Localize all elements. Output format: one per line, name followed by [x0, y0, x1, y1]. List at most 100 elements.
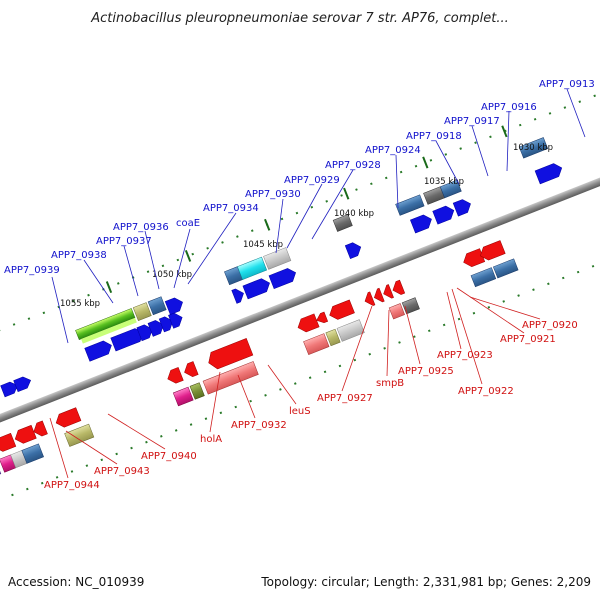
gene-block-green-light [81, 317, 137, 344]
kbp-ticks [105, 125, 508, 294]
kbp-label: 1055 kbp [60, 299, 100, 309]
gene-label[interactable]: APP7_0923 [437, 350, 493, 361]
gene-arrow [208, 338, 254, 370]
gene-block-olive [132, 302, 152, 322]
gene-arrow [0, 432, 17, 452]
kbp-label: 1045 kbp [243, 240, 283, 250]
forward-leader-lines [51, 88, 586, 344]
gene-arrow [410, 214, 432, 234]
gene-label[interactable]: APP7_0913 [539, 79, 595, 90]
accession-text: Accession: NC_010939 [8, 575, 144, 589]
gene-label[interactable]: APP7_0916 [481, 102, 537, 113]
gene-arrow [344, 242, 362, 259]
gene-label[interactable]: holA [200, 434, 222, 445]
gene-label[interactable]: APP7_0939 [4, 265, 60, 276]
gene-label[interactable]: APP7_0924 [365, 145, 421, 156]
gene-arrow [164, 297, 183, 315]
gene-arrow [268, 268, 296, 290]
gene-label[interactable]: APP7_0938 [51, 250, 107, 261]
gene-block-light [263, 247, 292, 270]
gene-arrow [383, 284, 394, 299]
gene-block-pink [202, 361, 259, 395]
gene-block-olive [64, 423, 95, 447]
kbp-labels: 1055 kbp 1050 kbp 1045 kbp 1040 kbp 1035… [60, 143, 553, 309]
forward-genes [0, 137, 563, 398]
gene-arrow [297, 313, 320, 333]
gene-arrow [534, 163, 563, 185]
gene-arrow [392, 279, 406, 295]
reverse-genes [0, 240, 519, 481]
genome-backbone [0, 142, 600, 458]
gene-label[interactable]: APP7_0922 [458, 386, 514, 397]
kbp-label: 1050 kbp [152, 270, 192, 280]
gene-label[interactable]: APP7_0927 [317, 393, 373, 404]
gene-arrow [432, 205, 455, 225]
gene-label[interactable]: APP7_0930 [245, 189, 301, 200]
gene-arrow [480, 240, 506, 261]
map-title: Actinobacillus pleuropneumoniae serovar … [90, 11, 509, 26]
gene-arrow [13, 376, 32, 393]
gene-arrow [14, 424, 37, 444]
gene-label[interactable]: coaE [176, 218, 200, 229]
gene-block-grey [332, 214, 353, 232]
gene-block-olive-dark [189, 382, 205, 400]
gene-block-light [336, 319, 365, 342]
gene-arrow [463, 248, 486, 268]
gene-block-blue [21, 443, 44, 464]
kbp-label: 1040 kbp [334, 209, 374, 219]
gene-arrow [33, 420, 48, 437]
gene-label[interactable]: APP7_0928 [325, 160, 381, 171]
gene-block-cyan [237, 256, 268, 280]
gene-block-olive [325, 328, 341, 347]
kbp-label: 1035 kbp [424, 177, 464, 187]
gene-arrow [231, 288, 244, 304]
gene-block-blue [439, 179, 462, 199]
gene-arrow [147, 320, 164, 337]
gene-arrow [0, 381, 18, 398]
gene-arrow [55, 407, 82, 428]
gene-arrow [158, 316, 174, 333]
gene-block-pink [303, 333, 330, 355]
gene-arrow [184, 361, 199, 377]
gene-arrow [452, 199, 471, 217]
gene-arrow [167, 367, 184, 384]
gene-block-blue [395, 194, 425, 216]
gene-label[interactable]: APP7_0925 [398, 366, 454, 377]
gene-block-blue [492, 258, 519, 279]
gene-label[interactable]: leuS [289, 406, 311, 417]
gene-label[interactable]: APP7_0940 [141, 451, 197, 462]
gene-arrow [84, 340, 112, 362]
gene-label[interactable]: APP7_0932 [231, 420, 287, 431]
gene-block-magenta [172, 386, 194, 407]
gene-arrow [364, 291, 376, 306]
gene-label[interactable]: APP7_0918 [406, 131, 462, 142]
gene-label[interactable]: APP7_0921 [500, 334, 556, 345]
topology-text: Topology: circular; Length: 2,331,981 bp… [260, 575, 591, 589]
gene-arrow [329, 299, 355, 320]
gene-label[interactable]: APP7_0934 [203, 203, 259, 214]
gene-label[interactable]: APP7_0937 [96, 236, 152, 247]
gene-arrow [316, 311, 329, 324]
gene-label[interactable]: APP7_0920 [522, 320, 578, 331]
gene-label[interactable]: APP7_0944 [44, 480, 100, 491]
gene-label[interactable]: smpB [376, 378, 404, 389]
gene-block-blue [147, 296, 167, 316]
gene-label[interactable]: APP7_0917 [444, 116, 500, 127]
reverse-leader-lines [49, 287, 541, 479]
gene-block-blue [518, 137, 549, 159]
forward-gene-labels: APP7_0939 APP7_0938 APP7_0937 APP7_0936 … [4, 79, 595, 276]
gene-block-grey [401, 297, 420, 315]
gene-block-blue [470, 267, 497, 288]
genome-track [0, 68, 600, 526]
gene-arrow [373, 287, 385, 303]
reverse-gene-labels: APP7_0944 APP7_0943 APP7_0940 holA APP7_… [44, 320, 578, 491]
gene-label[interactable]: APP7_0929 [284, 175, 340, 186]
gene-label[interactable]: APP7_0943 [94, 466, 150, 477]
gene-block-purple [0, 460, 2, 481]
kbp-label: 1030 kbp [513, 143, 553, 153]
gene-label[interactable]: APP7_0936 [113, 222, 169, 233]
gene-arrow [136, 324, 153, 342]
gene-arrow [242, 278, 270, 300]
gene-block-pink [388, 303, 405, 320]
